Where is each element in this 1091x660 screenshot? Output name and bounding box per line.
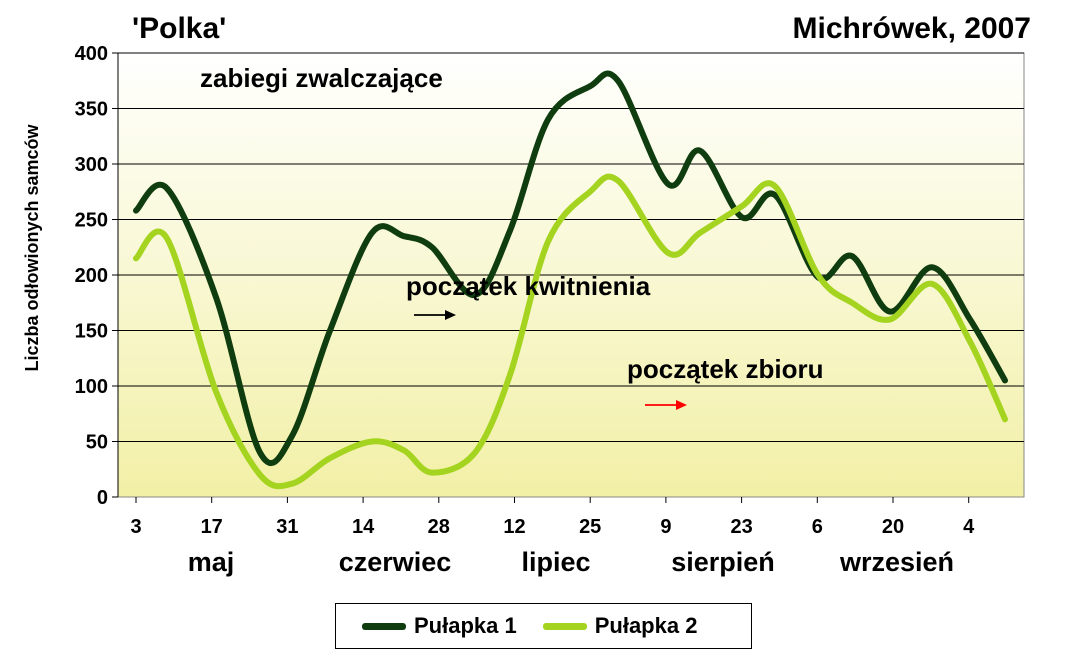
chart-title-cultivar: 'Polka' — [132, 12, 227, 45]
legend-label-1: Pułapka 1 — [414, 613, 517, 638]
grid-lines — [118, 52, 1024, 442]
month-label: wrzesień — [839, 547, 954, 577]
month-label: maj — [188, 547, 235, 577]
x-tick-label: 17 — [201, 516, 223, 538]
y-tick-label: 0 — [97, 487, 108, 509]
y-tick-label: 400 — [75, 43, 108, 65]
annotation-text: początek kwitnienia — [406, 271, 651, 301]
y-tick-labels: 0 50 100 150 200 250 300 350 400 — [75, 43, 119, 509]
legend-swatch-1 — [362, 622, 406, 630]
month-labels: maj czerwiec lipiec sierpień wrzesień — [188, 547, 954, 577]
y-tick-label: 250 — [75, 210, 108, 232]
annotations: zabiegi zwalczające początek kwitnienia po… — [200, 63, 823, 410]
y-tick-label: 150 — [75, 321, 108, 343]
annotation-text: zabiegi zwalczające — [200, 63, 443, 93]
x-tick-label: 20 — [882, 516, 904, 538]
x-tick-label: 12 — [503, 516, 525, 538]
annotation-text: początek zbioru — [627, 354, 823, 384]
x-tick-label: 4 — [963, 516, 975, 538]
annotation-arrow-head — [676, 400, 687, 410]
y-tick-label: 50 — [86, 432, 108, 454]
x-tick-label: 28 — [428, 516, 450, 538]
series-line-1 — [133, 70, 1008, 466]
legend-swatch-2 — [542, 622, 587, 630]
annotation-arrow-head — [445, 310, 456, 320]
month-label: sierpień — [671, 547, 775, 577]
series-line-2 — [133, 173, 1008, 490]
month-label: czerwiec — [339, 547, 452, 577]
legend-item-2: Pułapka 2 — [517, 613, 698, 639]
y-tick-label: 300 — [75, 154, 108, 176]
y-axis-label: Liczba odłowionych samców — [22, 123, 42, 371]
x-tick-label: 23 — [730, 516, 752, 538]
y-tick-label: 100 — [75, 376, 108, 398]
legend-item-1: Pułapka 1 — [336, 613, 517, 639]
x-tick-label: 9 — [660, 516, 671, 538]
y-tick-label: 350 — [75, 99, 108, 121]
month-label: lipiec — [521, 547, 590, 577]
legend: Pułapka 1 Pułapka 2 — [335, 603, 752, 649]
x-tick-label: 6 — [812, 516, 823, 538]
y-tick-label: 200 — [75, 265, 108, 287]
x-tick-labels: 3 17 31 14 28 12 25 9 23 6 20 4 — [130, 497, 975, 538]
line-chart: 0 50 100 150 200 250 300 350 400 3 17 31 14 28 12 25 9 2… — [22, 43, 1025, 577]
x-tick-label: 25 — [579, 516, 601, 538]
chart-title-location-year: Michrówek, 2007 — [792, 12, 1031, 45]
x-tick-label: 14 — [352, 516, 375, 538]
legend-label-2: Pułapka 2 — [594, 613, 698, 638]
x-tick-label: 31 — [276, 516, 298, 538]
series-lines — [133, 70, 1008, 490]
x-tick-label: 3 — [130, 516, 141, 538]
